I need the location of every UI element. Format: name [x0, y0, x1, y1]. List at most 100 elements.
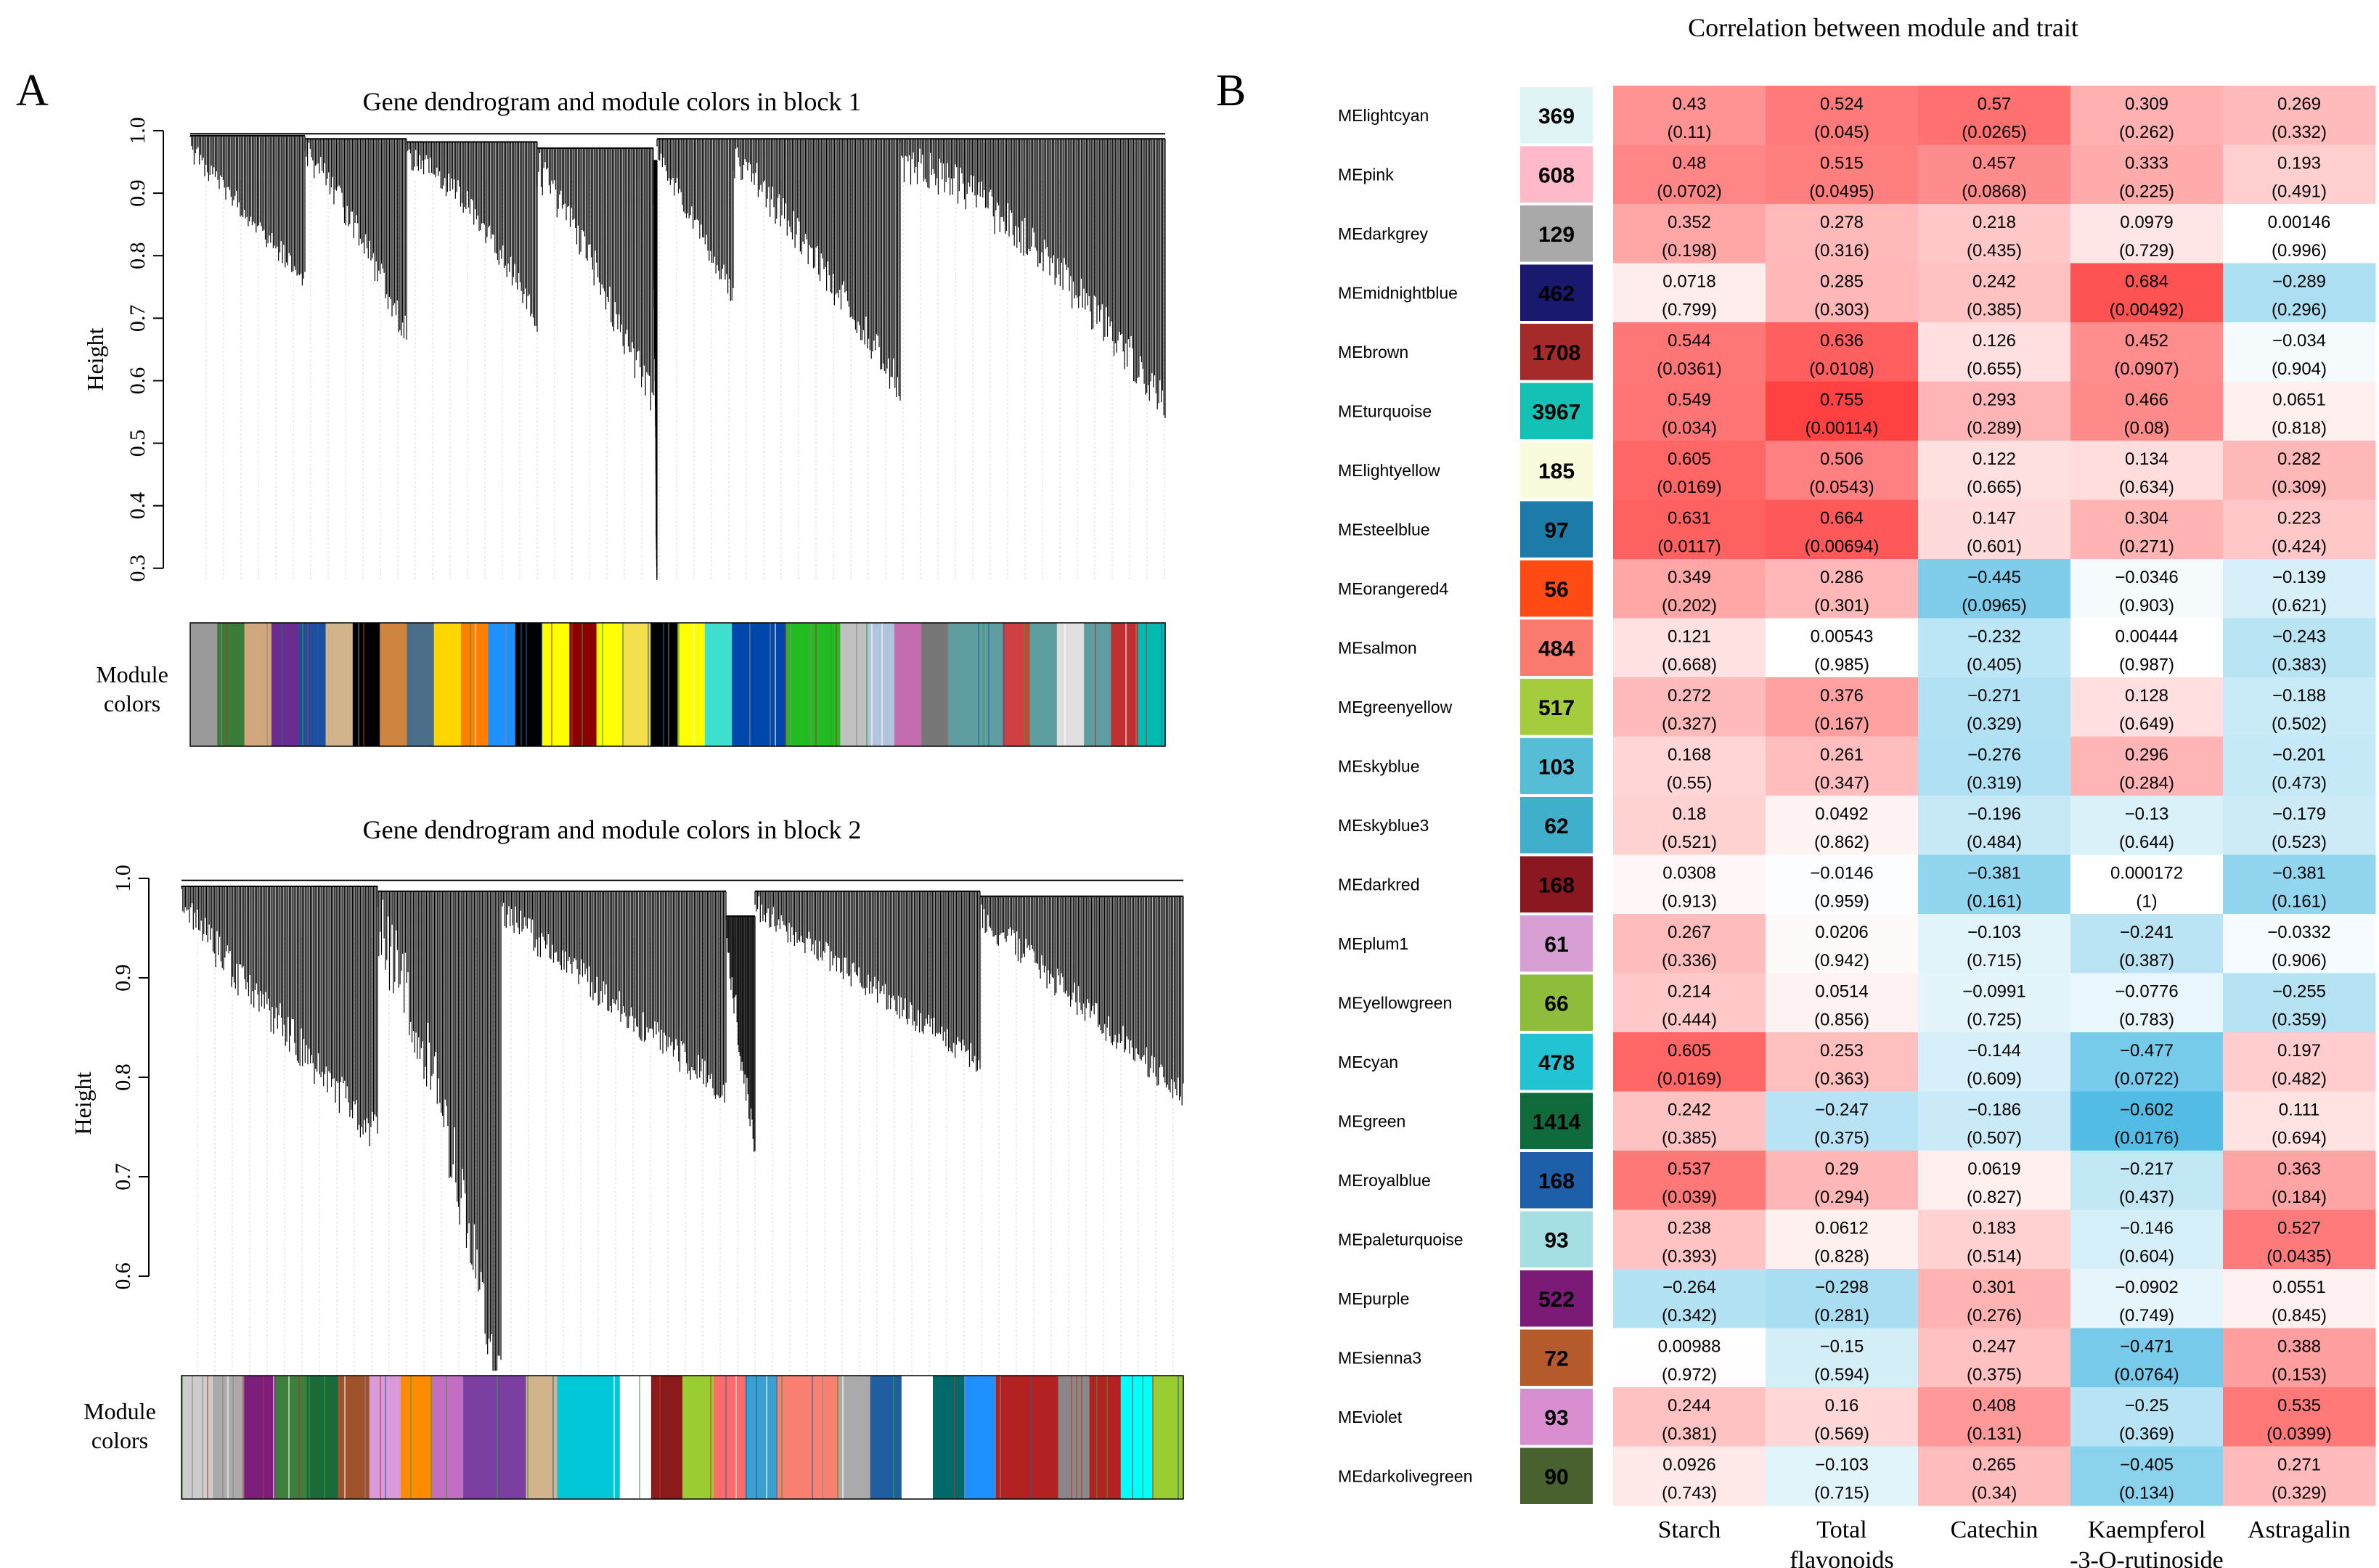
- correlation-value: 0.193: [2277, 154, 2321, 173]
- p-value: (0.184): [2272, 1188, 2327, 1207]
- module-color-segment: [271, 623, 299, 746]
- heatmap-cell: [2070, 559, 2224, 618]
- p-value: (0.385): [1662, 1129, 1717, 1148]
- heatmap-cell: [1918, 263, 2071, 323]
- p-value: (0.985): [1814, 656, 1869, 675]
- module-size-label: 1414: [1533, 1110, 1581, 1134]
- correlation-value: 0.265: [1972, 1455, 2016, 1475]
- heatmap-cell: [2070, 86, 2224, 145]
- correlation-value: 0.134: [2125, 449, 2168, 469]
- correlation-value: 0.605: [1668, 1041, 1711, 1061]
- module-color-thin-segment: [871, 623, 873, 746]
- correlation-value: −0.381: [1967, 864, 2021, 883]
- p-value: (0.296): [2272, 301, 2327, 320]
- heatmap-row: MEdarkgrey 129 0.352 (0.198) 0.278 (0.316) 0.2…: [1338, 204, 2376, 264]
- correlation-value: 0.271: [2277, 1455, 2321, 1475]
- module-color-thin-segment: [735, 1376, 737, 1499]
- heatmap-cell: [1918, 1446, 2071, 1506]
- module-color-segment: [619, 1376, 652, 1499]
- module-color-thin-segment: [227, 1376, 229, 1499]
- p-value: (0.309): [2272, 478, 2327, 497]
- correlation-value: −0.264: [1662, 1278, 1716, 1297]
- module-color-thin-segment: [582, 623, 583, 746]
- module-color-thin-segment: [1030, 1376, 1032, 1499]
- module-color-segment: [901, 1376, 934, 1499]
- correlation-value: −0.243: [2272, 627, 2326, 647]
- heatmap-cell: [2223, 1151, 2376, 1210]
- module-size-label: 72: [1544, 1347, 1568, 1371]
- correlation-value: −0.0332: [2267, 923, 2330, 942]
- module-color-segment: [352, 623, 380, 746]
- correlation-value: 0.00444: [2115, 627, 2179, 647]
- module-color-thin-segment: [470, 623, 471, 746]
- dendrogram-1-tree: [189, 133, 1166, 581]
- module-color-segment: [588, 1376, 621, 1499]
- p-value: (0.271): [2119, 537, 2174, 557]
- module-color-thin-segment: [380, 1376, 381, 1499]
- correlation-value: 0.506: [1820, 449, 1864, 469]
- heatmap-cell: [2223, 1387, 2376, 1447]
- module-color-segment: [650, 623, 679, 746]
- module-size-label: 517: [1538, 696, 1575, 720]
- p-value: (0.743): [1662, 1484, 1717, 1503]
- p-value: (0.00114): [1805, 419, 1879, 438]
- heatmap-cell: [1766, 1328, 1919, 1388]
- module-color-thin-segment: [1161, 623, 1162, 746]
- correlation-value: −0.186: [1967, 1101, 2021, 1120]
- p-value: (0.329): [2272, 1484, 2327, 1503]
- module-size-label: 93: [1544, 1406, 1568, 1430]
- heatmap-row: MEroyalblue 168 0.537 (0.039) 0.29 (0.294) 0.0…: [1338, 1151, 2376, 1210]
- p-value: (0.0702): [1657, 182, 1721, 202]
- dendrogram-1-y-axis: 0.3 0.4 0.5 0.6 0.7 0.8 0.9 1.0: [126, 117, 164, 582]
- correlation-value: 0.408: [1972, 1396, 2016, 1416]
- correlation-value: 0.269: [2277, 94, 2321, 114]
- p-value: (0.972): [1662, 1365, 1717, 1385]
- heatmap-cell: [1613, 1328, 1766, 1388]
- module-color-segment: [306, 1376, 339, 1499]
- heatmap-cell: [1613, 322, 1766, 382]
- module-color-swatch: [1520, 1093, 1593, 1149]
- p-value: (0.336): [1662, 951, 1717, 971]
- module-size-label: 93: [1544, 1228, 1568, 1252]
- correlation-value: 0.168: [1668, 746, 1711, 765]
- correlation-value: 0.0492: [1815, 804, 1868, 824]
- module-color-thin-segment: [288, 1376, 290, 1499]
- module-color-segment: [244, 1376, 276, 1499]
- module-color-segment: [921, 623, 950, 746]
- heatmap-cell: [2223, 559, 2376, 618]
- heatmap-cell: [1613, 499, 1766, 560]
- module-color-thin-segment: [541, 623, 542, 746]
- p-value: (0.715): [1814, 1484, 1869, 1503]
- module-color-swatch: [1520, 974, 1593, 1031]
- dendrogram-cluster: [377, 891, 502, 1371]
- heatmap-row: MEgreenyellow 517 0.272 (0.327) 0.376 (0.167)…: [1338, 677, 2376, 737]
- trait-column-label: flavonoids: [1790, 1547, 1894, 1568]
- p-value: (0.034): [1662, 419, 1717, 438]
- correlation-value: −0.179: [2272, 804, 2326, 824]
- module-name-label: MEsalmon: [1338, 638, 1417, 657]
- heatmap-cell: [1766, 1151, 1919, 1210]
- module-size-label: 56: [1544, 578, 1568, 602]
- module-color-thin-segment: [837, 1376, 838, 1499]
- p-value: (0.644): [2119, 833, 2174, 852]
- correlation-value: 0.293: [1972, 391, 2016, 410]
- module-color-thin-segment: [527, 1376, 529, 1499]
- p-value: (0.906): [2272, 951, 2327, 971]
- module-color-thin-segment: [221, 623, 222, 746]
- dendrogram-1-title: Gene dendrogram and module colors in blo…: [363, 87, 862, 116]
- module-color-thin-segment: [1135, 623, 1137, 746]
- module-color-segment: [1027, 1376, 1059, 1499]
- p-value: (0.0117): [1657, 537, 1721, 557]
- module-color-thin-segment: [430, 1376, 432, 1499]
- module-color-thin-segment: [526, 623, 527, 746]
- module-name-label: MElightyellow: [1338, 461, 1440, 480]
- correlation-value: 0.388: [2277, 1337, 2321, 1357]
- heatmap-cell: [2223, 796, 2376, 855]
- correlation-value: 0.223: [2277, 509, 2321, 528]
- correlation-value: −0.15: [1820, 1337, 1864, 1357]
- correlation-value: −0.289: [2272, 272, 2326, 292]
- correlation-value: 0.278: [1820, 213, 1864, 232]
- p-value: (0.0764): [2114, 1365, 2179, 1385]
- module-color-thin-segment: [815, 623, 817, 746]
- correlation-value: 0.121: [1668, 627, 1711, 647]
